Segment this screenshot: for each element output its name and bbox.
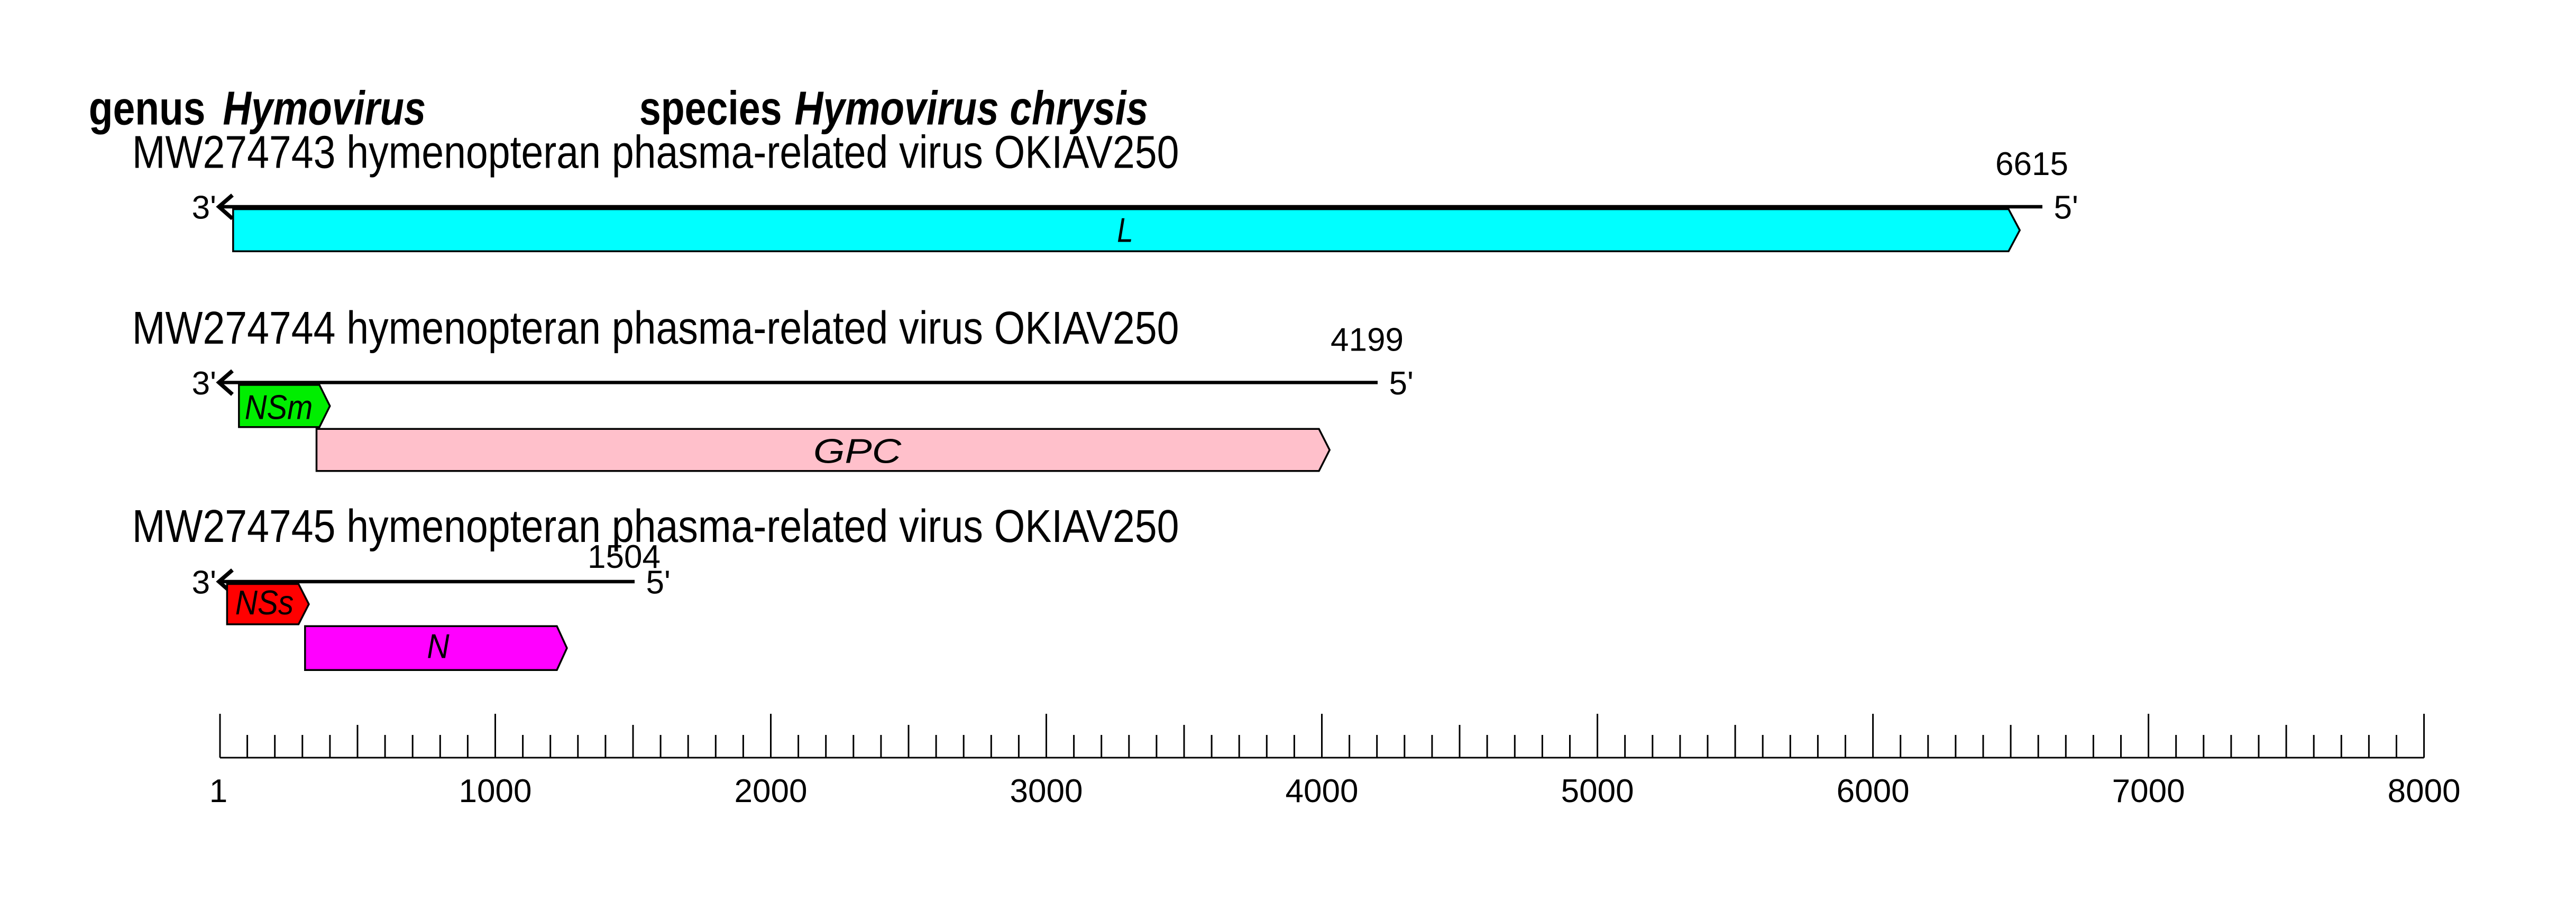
svg-text:5': 5' (1389, 365, 1414, 402)
svg-text:3': 3' (192, 365, 216, 402)
svg-text:species: species (639, 82, 782, 135)
svg-text:2000: 2000 (735, 773, 808, 809)
svg-text:3': 3' (192, 565, 216, 601)
svg-text:1: 1 (209, 773, 227, 809)
svg-text:Hymovirus: Hymovirus (223, 82, 426, 135)
svg-text:genus: genus (89, 81, 206, 135)
svg-text:8000: 8000 (2388, 773, 2461, 809)
svg-text:Hymovirus chrysis: Hymovirus chrysis (794, 81, 1148, 135)
svg-text:NSs: NSs (235, 584, 294, 622)
svg-text:4199: 4199 (1331, 322, 1404, 358)
svg-text:L: L (1117, 210, 1133, 249)
svg-text:4000: 4000 (1286, 773, 1359, 809)
svg-text:5': 5' (646, 565, 671, 601)
svg-text:N: N (427, 628, 450, 666)
svg-text:3000: 3000 (1010, 773, 1083, 809)
svg-text:GPC: GPC (813, 433, 902, 471)
svg-text:MW274743 hymenopteran phasma-r: MW274743 hymenopteran phasma-related vir… (132, 127, 1179, 178)
svg-text:1000: 1000 (459, 773, 532, 809)
svg-text:3': 3' (192, 190, 216, 226)
svg-text:6000: 6000 (1837, 773, 1910, 809)
svg-text:7000: 7000 (2112, 773, 2185, 809)
svg-text:MW274745 hymenopteran phasma-r: MW274745 hymenopteran phasma-related vir… (132, 501, 1179, 552)
svg-text:MW274744 hymenopteran phasma-r: MW274744 hymenopteran phasma-related vir… (132, 302, 1179, 354)
svg-text:1504: 1504 (588, 539, 661, 575)
svg-text:NSm: NSm (245, 388, 313, 427)
svg-text:5': 5' (2054, 190, 2078, 226)
svg-text:6615: 6615 (1995, 146, 2068, 182)
svg-text:5000: 5000 (1561, 773, 1634, 809)
